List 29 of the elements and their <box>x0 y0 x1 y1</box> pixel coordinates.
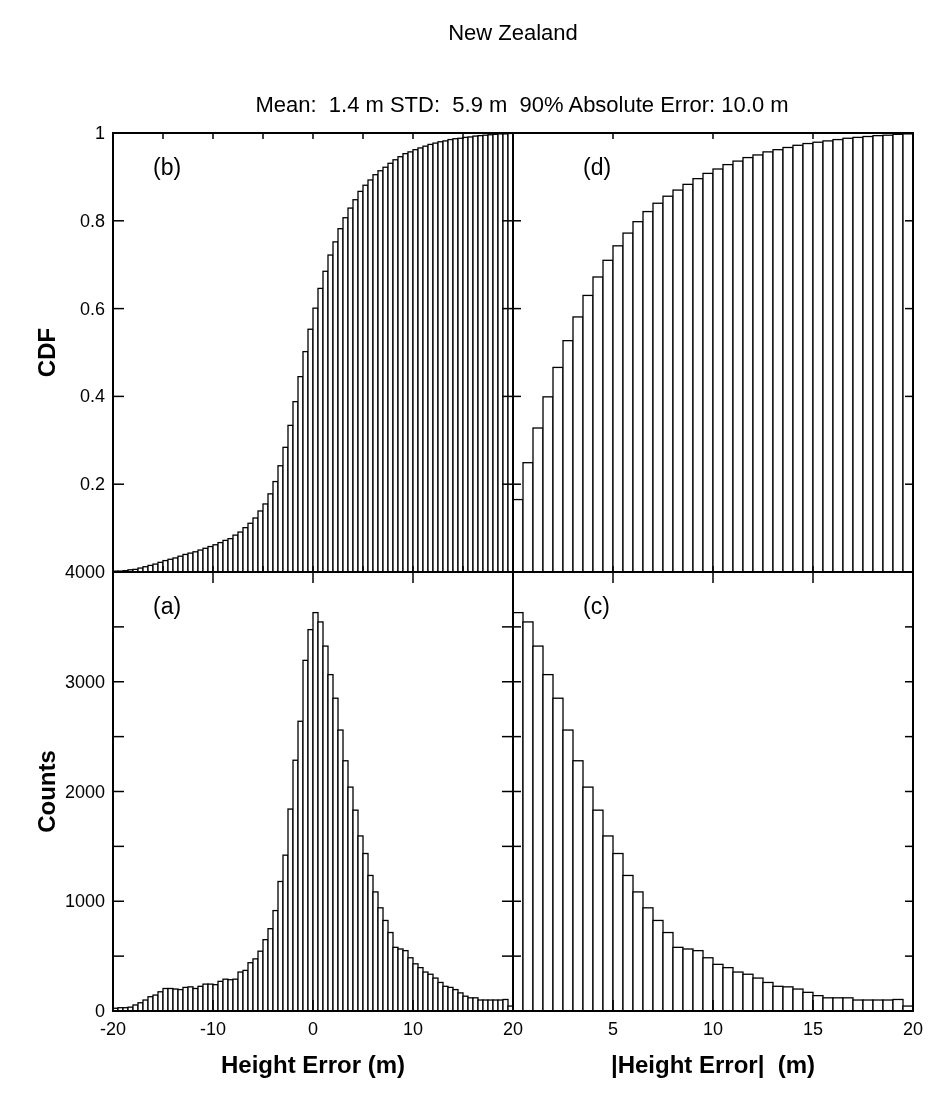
y-axis-title: CDF <box>33 327 60 378</box>
x-tick-label: 10 <box>702 1019 724 1039</box>
x-tick-label: 5 <box>607 1019 619 1039</box>
y-tick-label: 4000 <box>64 562 105 582</box>
y-tick-label: 0 <box>94 1001 105 1021</box>
x-tick-label: 15 <box>802 1019 824 1039</box>
x-tick-label: 20 <box>902 1019 924 1039</box>
y-tick-label: 1 <box>94 123 105 143</box>
annotation: (b) <box>153 154 182 180</box>
x-tick-label: 0 <box>307 1019 319 1039</box>
y-tick-label: 0.4 <box>79 386 105 407</box>
annotation: (a) <box>153 593 182 619</box>
x-tick-label: -20 <box>99 1019 127 1039</box>
chart-title: New Zealand <box>448 20 578 45</box>
y-tick-label: 2000 <box>64 781 105 802</box>
y-tick-label: 0.2 <box>79 474 105 495</box>
x-tick-label: -10 <box>199 1019 227 1039</box>
y-axis-title: Counts <box>33 750 60 833</box>
y-tick-label: 0.8 <box>79 210 105 231</box>
x-tick-label: 20 <box>502 1019 524 1039</box>
x-axis-title: |Height Error| (m) <box>610 1051 816 1078</box>
x-axis-title: Height Error (m) <box>220 1051 406 1078</box>
y-tick-label: 0.6 <box>79 298 105 319</box>
chart-subtitle: Mean: 1.4 m STD: 5.9 m 90% Absolute Error: 10.0 m <box>255 92 789 117</box>
annotation: (c) <box>583 593 610 619</box>
x-tick-label: 10 <box>402 1019 424 1039</box>
annotation: (d) <box>583 154 612 180</box>
y-tick-label: 1000 <box>64 891 105 912</box>
y-tick-label: 3000 <box>64 671 105 692</box>
